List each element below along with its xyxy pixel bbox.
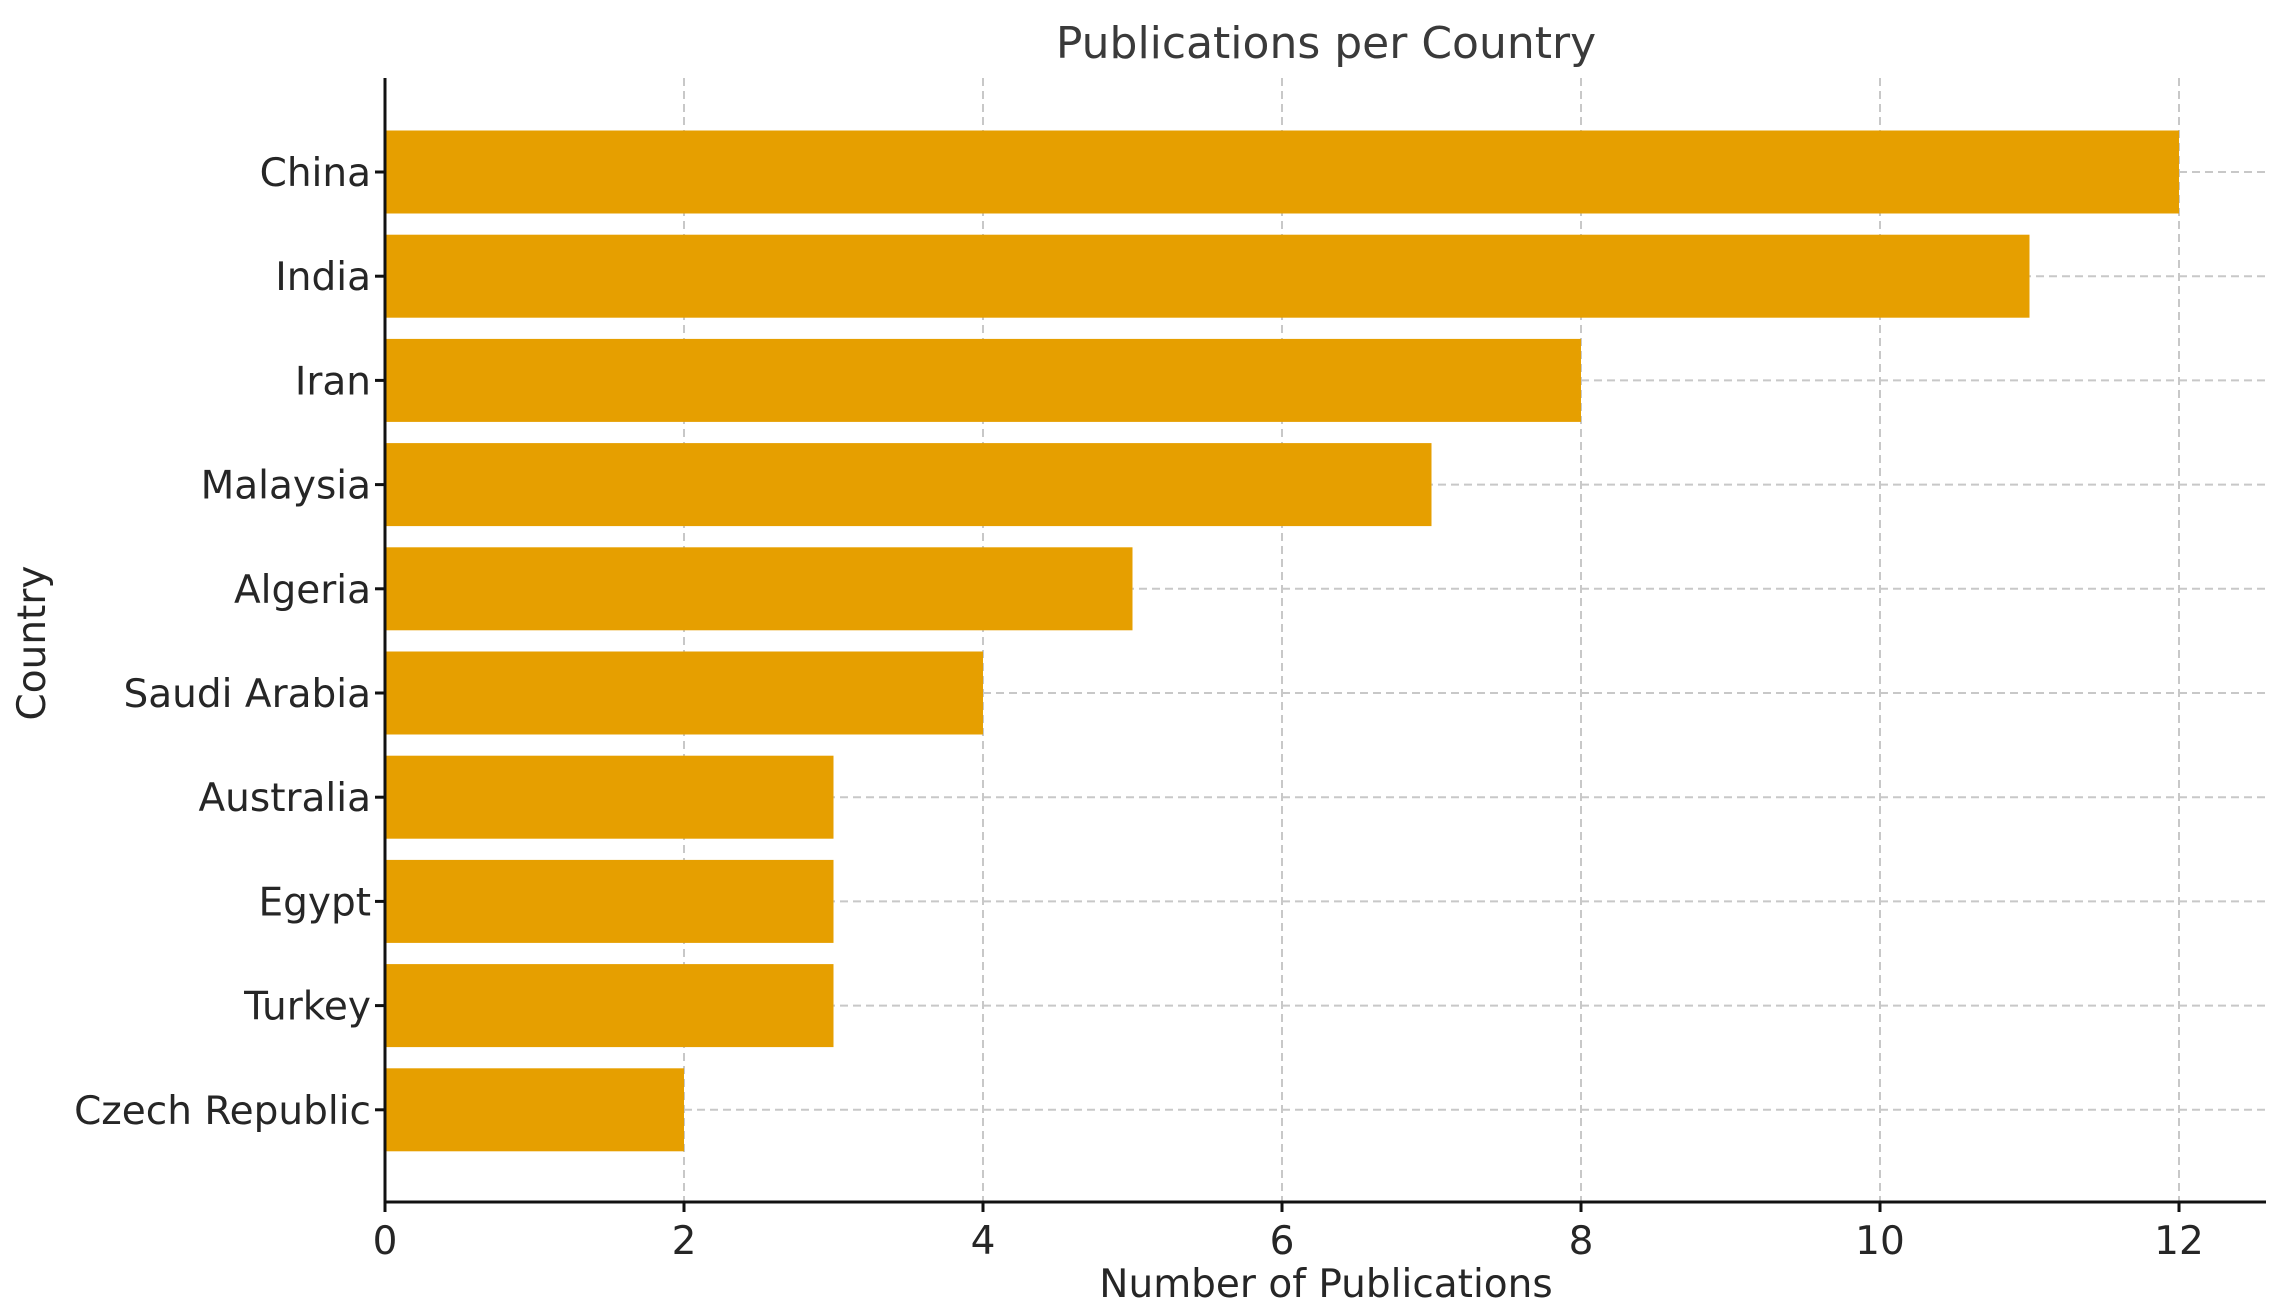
- y-axis-label: Country: [10, 566, 55, 721]
- bar: [385, 443, 1432, 527]
- bar: [385, 130, 2179, 214]
- x-tick-label: 10: [1855, 1219, 1905, 1264]
- bar: [385, 755, 834, 839]
- chart-title: Publications per Country: [1056, 18, 1596, 69]
- y-tick-label: Saudi Arabia: [124, 672, 371, 717]
- x-tick-label: 6: [1270, 1219, 1295, 1264]
- y-tick-label: Malaysia: [201, 464, 371, 509]
- axes: [383, 78, 2266, 1204]
- bar: [385, 1068, 684, 1152]
- ticks: 0 2 4 6 8 10 12 China India Iran Malaysia Algeria Sa…: [74, 151, 2204, 1264]
- y-tick-label: Czech Republic: [74, 1089, 371, 1134]
- bar: [385, 859, 834, 943]
- y-tick-label: China: [260, 151, 371, 196]
- y-tick-label: Iran: [295, 359, 371, 404]
- bar: [385, 234, 2030, 318]
- y-tick-label: Egypt: [258, 880, 371, 925]
- x-axis-label: Number of Publications: [1099, 1262, 1552, 1307]
- y-tick-label: India: [275, 255, 371, 300]
- y-tick-label: Australia: [198, 776, 371, 821]
- bar: [385, 964, 834, 1048]
- bar: [385, 651, 983, 735]
- x-tick-label: 8: [1569, 1219, 1594, 1264]
- x-tick-label: 12: [2154, 1219, 2204, 1264]
- y-tick-label: Algeria: [234, 568, 371, 613]
- bar: [385, 338, 1581, 422]
- x-tick-label: 2: [672, 1219, 697, 1264]
- bar: [385, 547, 1133, 631]
- x-tick-label: 4: [971, 1219, 996, 1264]
- y-tick-label: Turkey: [243, 985, 371, 1030]
- bars: [385, 130, 2179, 1152]
- x-tick-label: 0: [373, 1219, 398, 1264]
